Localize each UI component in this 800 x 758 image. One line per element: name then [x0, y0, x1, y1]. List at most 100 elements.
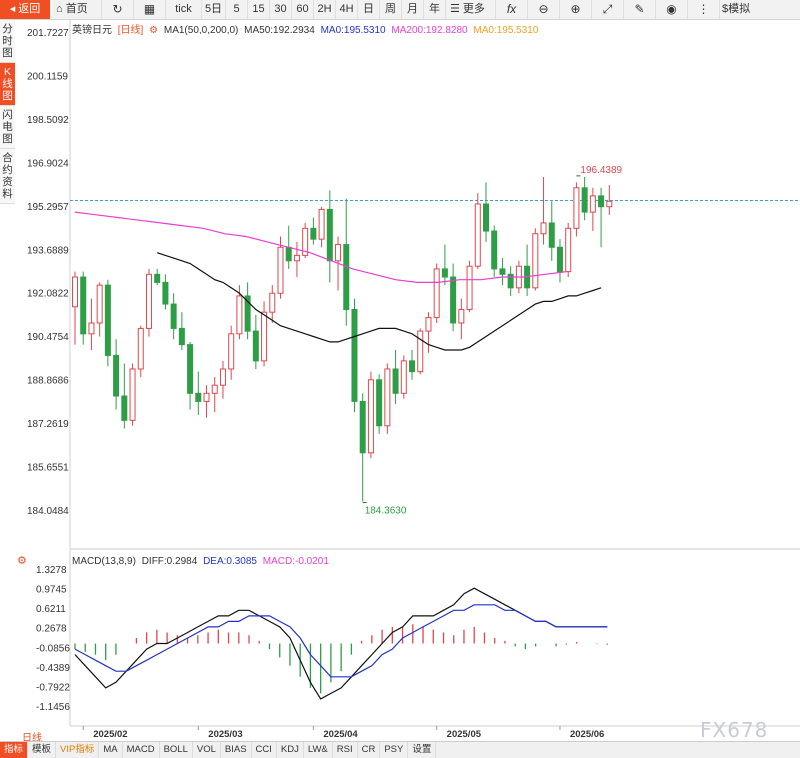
- candle-body: [236, 295, 243, 335]
- zoom-in-button[interactable]: ⊕: [560, 0, 592, 19]
- candle-body: [367, 379, 374, 454]
- candle-body: [310, 227, 317, 240]
- tick-button[interactable]: tick: [166, 0, 202, 19]
- fullscreen-button[interactable]: ⤢: [592, 0, 624, 19]
- price-axis-label: 185.6551: [27, 463, 69, 474]
- tab-vip-indicators[interactable]: VIP指标: [56, 742, 100, 758]
- tab-lw[interactable]: LW&: [304, 742, 333, 758]
- candle-body: [187, 344, 194, 394]
- side-tabs: 分时图 K线图 闪电图 合约资料: [0, 20, 15, 204]
- period-year[interactable]: 年: [424, 0, 446, 19]
- more-vertical-icon: ⋮: [697, 2, 710, 16]
- period-30[interactable]: 30: [270, 0, 292, 19]
- candle-body: [441, 268, 448, 278]
- refresh-button[interactable]: ↻: [102, 0, 134, 19]
- price-axis-label: 190.4754: [27, 332, 69, 343]
- candle-body: [88, 322, 95, 335]
- tab-flash[interactable]: 闪电图: [0, 106, 15, 149]
- more-vertical-button[interactable]: ⋮: [688, 0, 720, 19]
- refresh-icon: ↻: [112, 2, 123, 16]
- period-day[interactable]: 日: [358, 0, 380, 19]
- tab-indicators[interactable]: 指标: [0, 742, 29, 758]
- tab-rsi[interactable]: RSI: [333, 742, 358, 758]
- macd-axis-label: 0.9745: [36, 585, 67, 596]
- settings-gear-icon[interactable]: ⚙: [149, 25, 159, 36]
- tab-settings[interactable]: 设置: [408, 742, 437, 758]
- tab-kdj[interactable]: KDJ: [277, 742, 304, 758]
- zoom-in-icon: ⊕: [570, 2, 581, 16]
- candle-body: [359, 400, 366, 454]
- candle-body: [466, 265, 473, 310]
- price-axis-label: 198.5092: [27, 115, 69, 126]
- more-button[interactable]: ☰ 更多: [446, 0, 496, 19]
- period-week[interactable]: 周: [380, 0, 402, 19]
- low-annotation: 184.3630: [365, 505, 407, 516]
- period-4h[interactable]: 4H: [336, 0, 358, 19]
- candle-body: [433, 268, 440, 319]
- layout-icon: ▦: [143, 2, 156, 16]
- macd-axis-label: -0.0856: [36, 643, 70, 654]
- macd-settings-gear-icon[interactable]: ⚙: [17, 555, 27, 567]
- candle-body: [277, 246, 284, 294]
- tab-ma[interactable]: MA: [99, 742, 123, 758]
- pencil-icon: ✎: [634, 2, 645, 16]
- macd-value-label: MACD:-0.0201: [262, 556, 329, 567]
- candle-body: [261, 311, 268, 362]
- menu-icon: ☰: [450, 3, 463, 15]
- hide-button[interactable]: ◉: [656, 0, 688, 19]
- macd-dea-label: DEA:0.3085: [203, 556, 257, 567]
- layout-button[interactable]: ▦: [134, 0, 166, 19]
- candle-body: [326, 208, 333, 262]
- ma200-line: [74, 211, 567, 283]
- candle-body: [458, 308, 465, 324]
- kline-chart[interactable]: 201.7227 200.1159 198.5092 196.9024 195.2957…: [0, 19, 800, 741]
- tab-timeshare[interactable]: 分时图: [0, 20, 15, 63]
- period-tag: [日线]: [117, 25, 144, 36]
- candle-body: [450, 276, 457, 324]
- simulate-button[interactable]: $模拟: [722, 3, 751, 15]
- candle-body: [170, 303, 177, 329]
- candle-body: [540, 222, 547, 235]
- home-button[interactable]: ⌂ 首页: [50, 0, 102, 19]
- candle-body: [474, 203, 481, 267]
- zoom-out-button[interactable]: ⊖: [528, 0, 560, 19]
- macd-axis-label: 0.2678: [36, 624, 67, 635]
- price-axis-label: 201.7227: [27, 28, 69, 39]
- back-button[interactable]: ◂ 返回: [0, 0, 50, 19]
- five-day-button[interactable]: 5日: [202, 0, 226, 19]
- candle-body: [269, 292, 276, 313]
- macd-dea-line: [74, 604, 608, 678]
- tab-cci[interactable]: CCI: [252, 742, 277, 758]
- candle-body: [606, 200, 613, 208]
- period-60[interactable]: 60: [292, 0, 314, 19]
- candle-body: [252, 330, 259, 362]
- tab-cr[interactable]: CR: [358, 742, 381, 758]
- tab-boll[interactable]: BOLL: [160, 742, 193, 758]
- candle-body: [96, 284, 103, 324]
- tab-macd[interactable]: MACD: [123, 742, 160, 758]
- indicator-bar: 指标 模板 VIP指标 MA MACD BOLL VOL BIAS CCI KD…: [0, 741, 800, 758]
- fx-button[interactable]: fx: [496, 0, 528, 19]
- period-month[interactable]: 月: [402, 0, 424, 19]
- draw-button[interactable]: ✎: [624, 0, 656, 19]
- period-5[interactable]: 5: [226, 0, 248, 19]
- zoom-out-icon: ⊖: [538, 2, 549, 16]
- candle-body: [565, 227, 572, 273]
- tab-bias[interactable]: BIAS: [221, 742, 252, 758]
- tab-vol[interactable]: VOL: [193, 742, 221, 758]
- candle-body: [417, 330, 424, 373]
- date-axis-label: 2025/03: [208, 729, 242, 740]
- tab-kline[interactable]: K线图: [0, 63, 15, 106]
- candle-body: [129, 368, 136, 421]
- tab-psy[interactable]: PSY: [380, 742, 409, 758]
- period-2h[interactable]: 2H: [314, 0, 336, 19]
- ma200-label: MA200:192.8280: [391, 25, 468, 36]
- period-15[interactable]: 15: [248, 0, 270, 19]
- tab-templates[interactable]: 模板: [28, 742, 57, 758]
- tab-contract-info[interactable]: 合约资料: [0, 149, 15, 204]
- price-axis-label: 195.2957: [27, 202, 69, 213]
- candle-body: [302, 227, 309, 256]
- candle-body: [400, 360, 407, 394]
- candle-body: [351, 308, 358, 402]
- date-axis-label: 2025/02: [93, 729, 127, 740]
